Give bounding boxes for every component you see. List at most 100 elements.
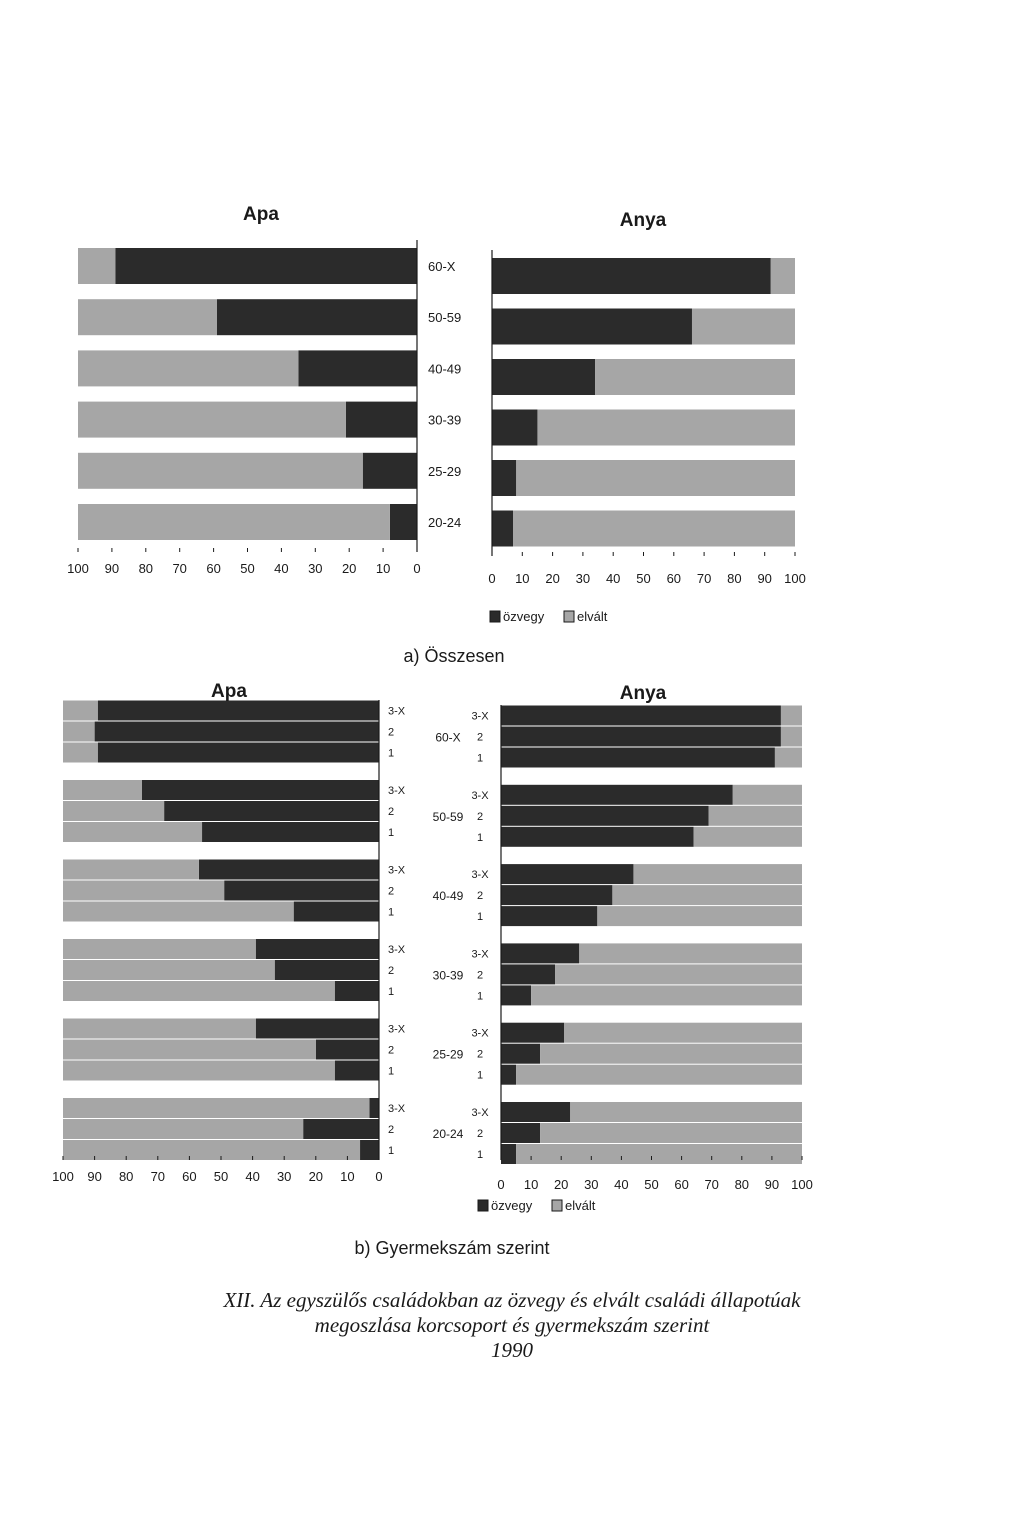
b-apa-bar-ozvegy-30-39-2: [274, 960, 379, 980]
a-anya-bar-ozvegy-60-X: [492, 258, 771, 294]
b-anya-tick-label-100: 100: [791, 1177, 813, 1192]
b-anya-group-label-30-39: 30-39: [433, 968, 464, 982]
b-apa-subcategory-label-40-49-1: 1: [388, 907, 394, 919]
b-anya-subcategory-label-30-39-2: 2: [477, 969, 483, 981]
b-anya-tick-label-40: 40: [614, 1177, 628, 1192]
b-anya-subcategory-label-60-X-2: 2: [477, 732, 483, 744]
b-apa-bar-elvalt-50-59-2: [63, 801, 165, 821]
b-apa-bar-ozvegy-20-24-2: [303, 1119, 379, 1139]
a-apa-category-label-20-24: 20-24: [428, 515, 461, 530]
a-anya-legend-label-ozvegy: özvegy: [503, 609, 545, 624]
b-apa-bar-elvalt-20-24-2: [63, 1119, 304, 1139]
b-apa-bar-elvalt-25-29-1: [63, 1060, 335, 1081]
b-anya-bar-ozvegy-60-X-3-X: [501, 705, 781, 726]
b-anya-subcategory-label-20-24-2: 2: [477, 1128, 483, 1140]
chart-a-anya: 0 10 20 30 40 50 60 70 80 90 100 Anya özvegy elvált: [488, 210, 805, 624]
a-anya-tick-label-10: 10: [515, 571, 529, 586]
b-anya-subcategory-label-40-49-3-X: 3-X: [471, 869, 489, 881]
a-apa-tick-label-0: 0: [413, 561, 420, 576]
a-anya-tick-label-20: 20: [545, 571, 559, 586]
b-apa-subcategory-label-25-29-3-X: 3-X: [388, 1024, 406, 1036]
a-apa-bar-elvalt-30-39: [78, 401, 346, 438]
b-apa-bar-ozvegy-25-29-2: [315, 1039, 379, 1060]
b-anya-legend-swatch-elvalt: [551, 1199, 563, 1212]
a-anya-bar-elvalt-25-29: [516, 460, 795, 496]
b-apa-bar-ozvegy-60-X-2: [94, 721, 379, 742]
b-apa-subcategory-label-30-39-2: 2: [388, 965, 394, 977]
a-anya-tick-label-50: 50: [636, 571, 650, 586]
b-apa-subcategory-label-20-24-3-X: 3-X: [388, 1103, 406, 1115]
b-apa-subcategory-label-60-X-2: 2: [388, 727, 394, 739]
b-anya-legend-swatch-ozvegy: [477, 1199, 489, 1212]
a-anya-tick-label-30: 30: [576, 571, 590, 586]
b-anya-group-label-20-24: 20-24: [433, 1127, 464, 1141]
b-apa-tick-label-100: 100: [52, 1169, 74, 1184]
b-anya-tick-label-50: 50: [644, 1177, 658, 1192]
section-b-label: b) Gyermekszám szerint: [354, 1238, 549, 1258]
b-anya-bar-ozvegy-60-X-2: [501, 726, 781, 747]
b-apa-bar-elvalt-60-X-2: [63, 721, 95, 742]
b-anya-tick-label-0: 0: [497, 1177, 504, 1192]
figure-caption-line-2: megoszlása korcsoport és gyermekszám sze…: [314, 1313, 710, 1337]
b-apa-tick-label-60: 60: [182, 1169, 196, 1184]
a-anya-tick-label-100: 100: [784, 571, 806, 586]
a-apa-category-label-30-39: 30-39: [428, 413, 461, 428]
b-anya-bar-ozvegy-20-24-3-X: [501, 1102, 571, 1122]
a-anya-bar-elvalt-60-X: [770, 258, 795, 294]
b-apa-subcategory-label-50-59-1: 1: [388, 827, 394, 839]
b-anya-tick-label-30: 30: [584, 1177, 598, 1192]
b-anya-tick-label-90: 90: [765, 1177, 779, 1192]
b-anya-bar-elvalt-25-29-2: [540, 1043, 802, 1064]
b-apa-bar-elvalt-25-29-2: [63, 1039, 316, 1060]
a-anya-bar-elvalt-30-39: [537, 409, 795, 446]
b-apa-subcategory-label-30-39-3-X: 3-X: [388, 944, 406, 956]
b-anya-bar-elvalt-60-X-2: [780, 726, 802, 747]
a-apa-tick-label-10: 10: [376, 561, 390, 576]
b-anya-tick-label-60: 60: [674, 1177, 688, 1192]
a-apa-tick-label-70: 70: [172, 561, 186, 576]
b-anya-chart-title: Anya: [620, 683, 667, 704]
b-anya-bar-elvalt-50-59-2: [708, 805, 802, 826]
a-apa-bar-ozvegy-40-49: [298, 350, 417, 387]
b-anya-legend-label-ozvegy: özvegy: [491, 1198, 533, 1213]
a-apa-bar-ozvegy-25-29: [362, 452, 417, 489]
b-anya-bar-ozvegy-25-29-2: [501, 1043, 541, 1064]
b-anya-bar-ozvegy-25-29-1: [501, 1064, 517, 1085]
b-anya-subcategory-label-30-39-1: 1: [477, 990, 483, 1002]
b-apa-bar-elvalt-20-24-3-X: [63, 1098, 370, 1118]
b-anya-bar-ozvegy-40-49-1: [501, 906, 598, 927]
b-anya-bar-elvalt-60-X-1: [774, 747, 802, 768]
b-anya-bar-ozvegy-30-39-1: [501, 985, 532, 1006]
b-anya-tick-label-70: 70: [704, 1177, 718, 1192]
b-anya-bar-ozvegy-60-X-1: [501, 747, 775, 768]
b-apa-tick-label-40: 40: [245, 1169, 259, 1184]
section-a-label: a) Összesen: [403, 646, 504, 666]
b-anya-bar-elvalt-50-59-1: [693, 826, 802, 847]
b-anya-subcategory-label-25-29-3-X: 3-X: [471, 1028, 489, 1040]
a-apa-category-label-60-X: 60-X: [428, 259, 456, 274]
a-apa-tick-label-90: 90: [105, 561, 119, 576]
a-apa-bar-elvalt-50-59: [78, 299, 217, 336]
a-anya-legend-swatch-ozvegy: [489, 610, 501, 623]
b-anya-bar-ozvegy-30-39-3-X: [501, 943, 580, 964]
b-anya-bar-elvalt-60-X-3-X: [780, 705, 802, 726]
b-apa-subcategory-label-20-24-1: 1: [388, 1145, 394, 1157]
b-apa-subcategory-label-60-X-1: 1: [388, 748, 394, 760]
b-apa-bar-elvalt-60-X-3-X: [63, 700, 98, 721]
a-anya-tick-label-80: 80: [727, 571, 741, 586]
b-anya-bar-ozvegy-20-24-1: [501, 1144, 517, 1164]
a-anya-bar-ozvegy-30-39: [492, 409, 538, 446]
b-apa-subcategory-label-20-24-2: 2: [388, 1124, 394, 1136]
a-apa-chart-title: Apa: [243, 204, 279, 225]
figure-caption-line-3: 1990: [491, 1338, 533, 1362]
a-anya-chart-title: Anya: [620, 210, 667, 231]
a-anya-tick-label-0: 0: [488, 571, 495, 586]
a-apa-bar-ozvegy-60-X: [115, 248, 417, 284]
b-anya-subcategory-label-30-39-3-X: 3-X: [471, 948, 489, 960]
b-anya-legend-label-elvalt: elvált: [565, 1198, 596, 1213]
b-apa-bar-ozvegy-30-39-1: [334, 981, 379, 1001]
b-apa-bar-elvalt-30-39-2: [63, 960, 275, 980]
a-anya-bar-ozvegy-40-49: [492, 359, 596, 395]
b-anya-bar-ozvegy-50-59-2: [501, 805, 709, 826]
